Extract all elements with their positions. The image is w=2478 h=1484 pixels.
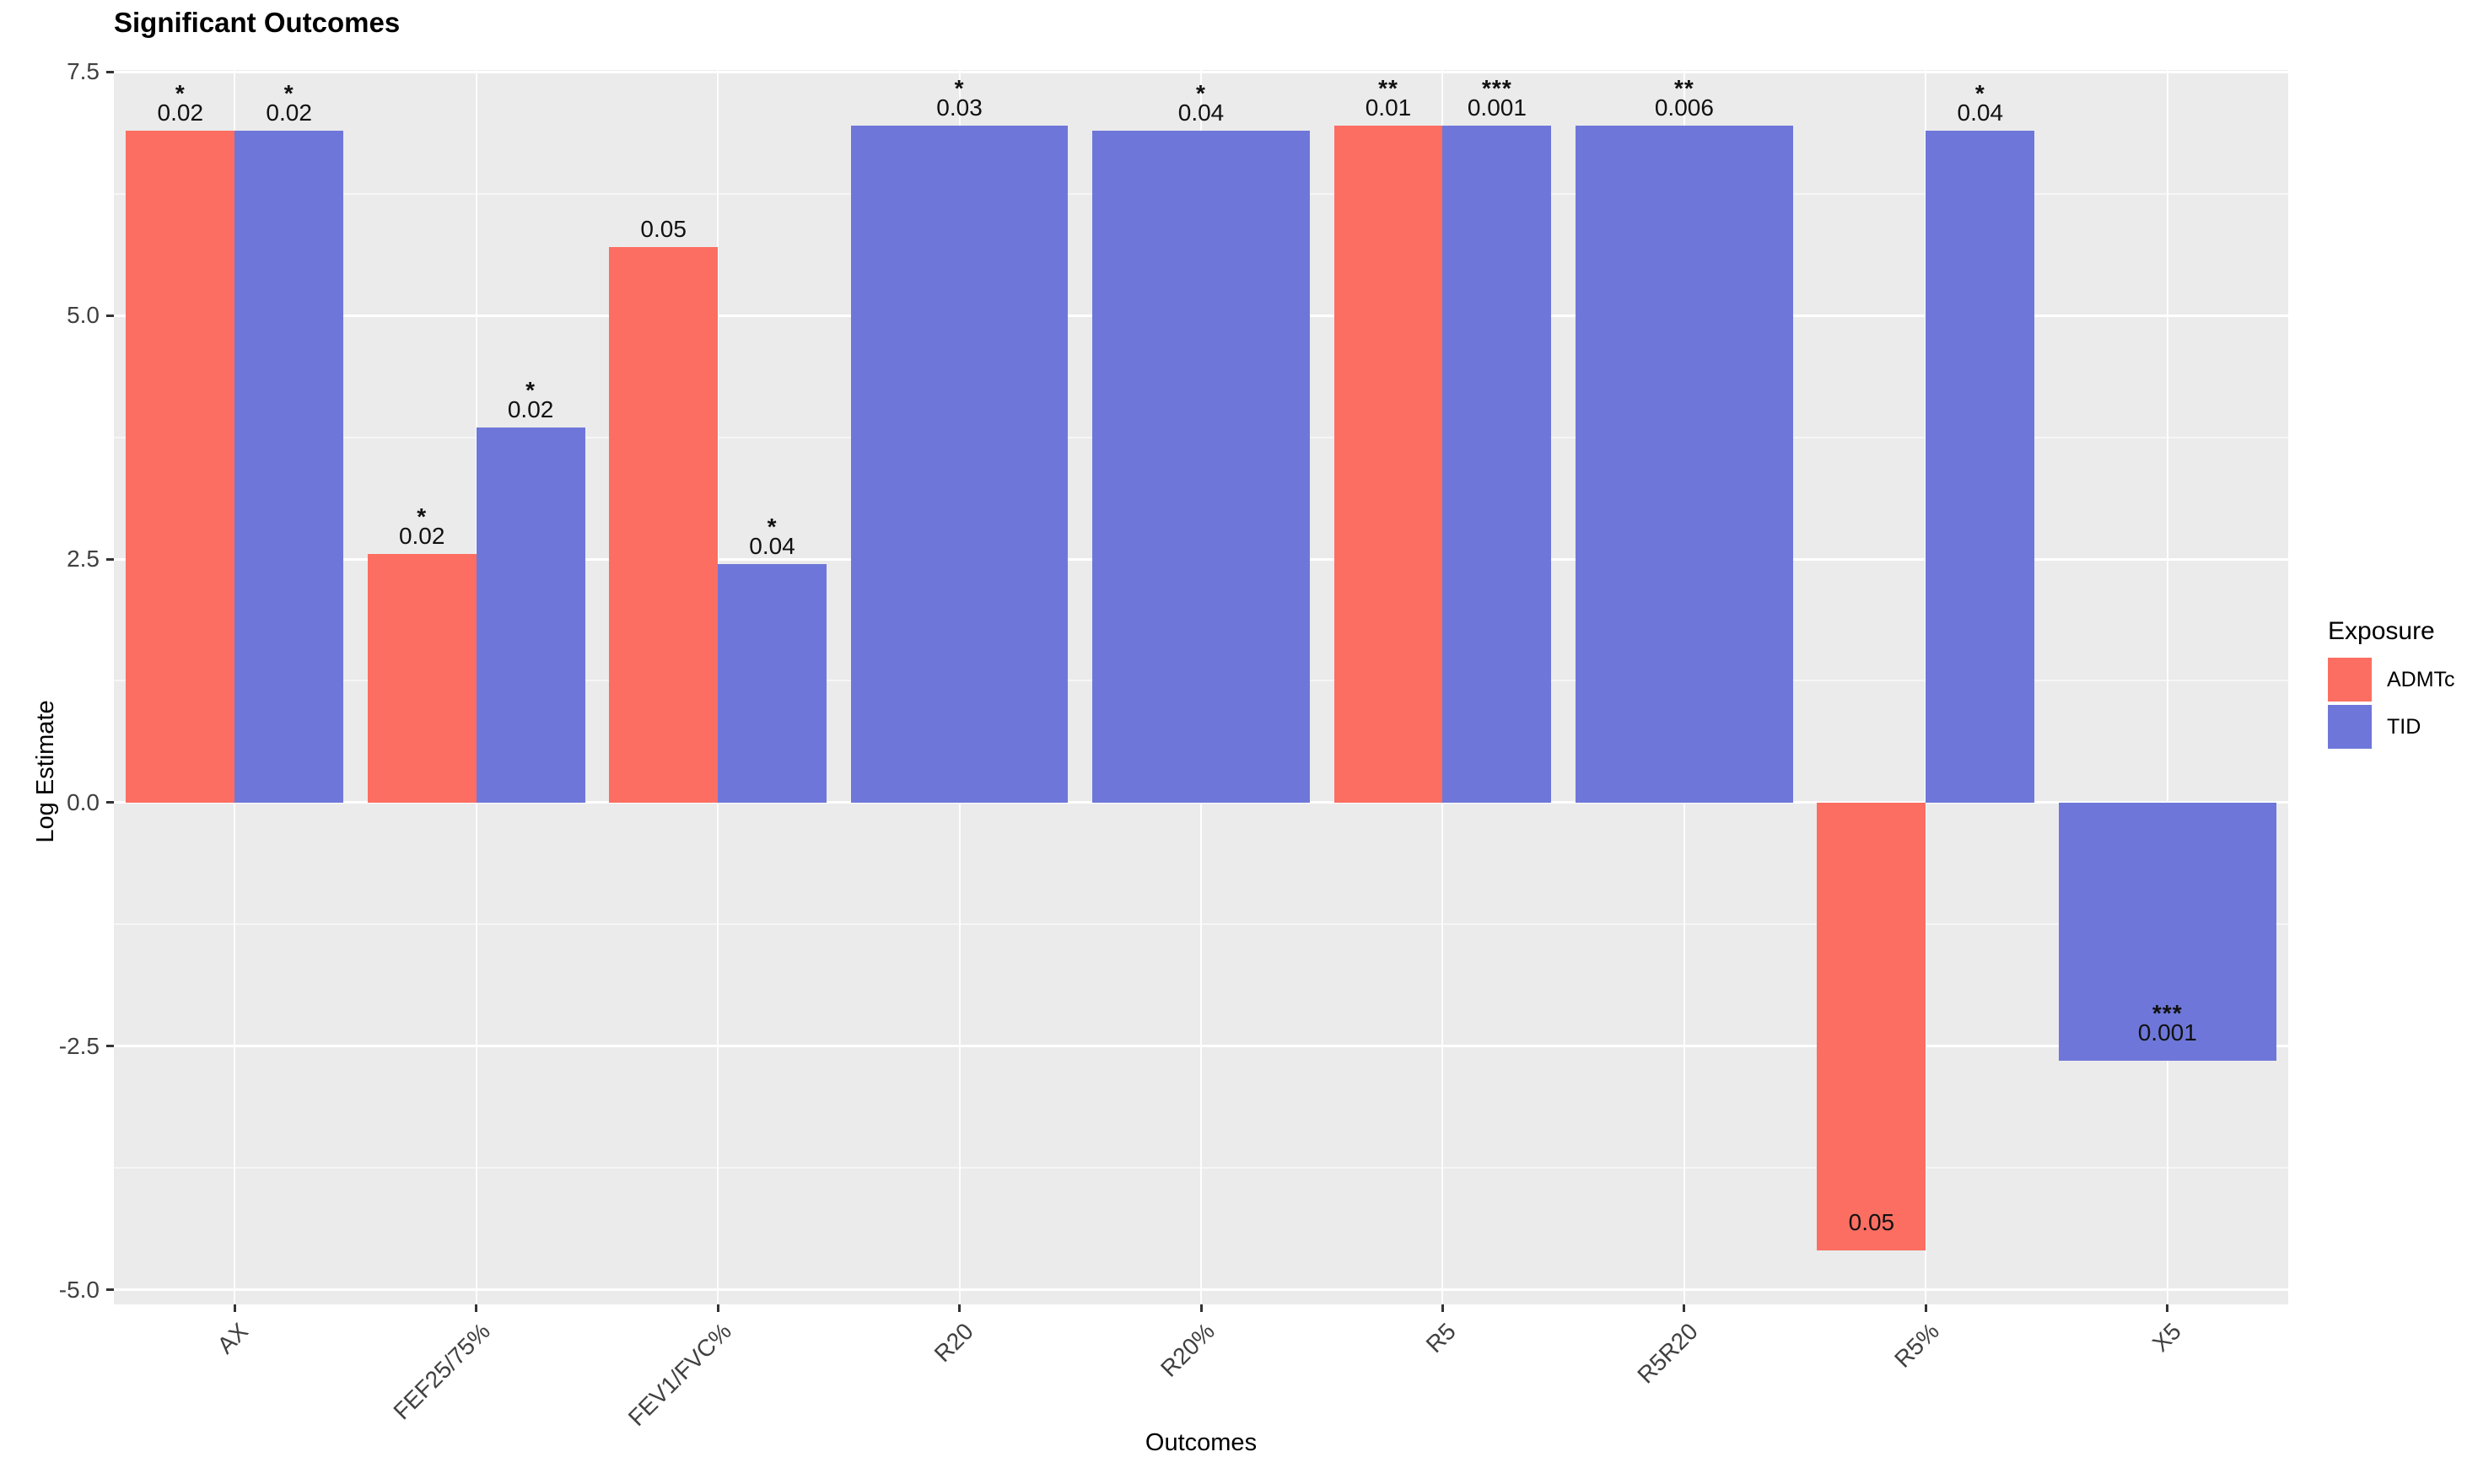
y-tick-label: -5.0 [58,1276,100,1303]
p-value-label: 0.05 [640,216,687,243]
x-tick-label: AX [212,1318,254,1359]
legend-label: TID [2387,714,2421,739]
x-tick-label: X5 [2147,1318,2186,1358]
p-value-label: 0.02 [266,99,312,126]
bar-label-TID-AX: * 0.02 [266,79,312,126]
bar-ADMTc-R5 [1333,125,1443,803]
x-tick-mark [716,1304,719,1312]
bar-TID-R5% [1926,130,2035,803]
y-tick-label: 7.5 [67,58,100,85]
x-tick-mark [1924,1304,1927,1312]
x-tick-label: FEV1/FVC% [622,1318,737,1432]
x-tick-label: R5R20 [1632,1318,1703,1389]
bar-TID-FEF25/75% [476,427,585,803]
bar-TID-R20% [1092,130,1310,803]
x-tick-mark [233,1304,236,1312]
p-value-label: 0.05 [1848,1209,1895,1236]
p-value-label: 0.04 [1957,99,2004,126]
x-tick-mark [2166,1304,2169,1312]
x-tick-label: FEF25/75% [388,1318,495,1425]
bar-label-TID-R5%: * 0.04 [1957,79,2004,126]
y-tick-label: 2.5 [67,546,100,573]
bar-TID-R5 [1442,125,1552,803]
bar-label-ADMTc-FEV1/FVC%: 0.05 [640,217,687,242]
bar-label-TID-FEV1/FVC%: * 0.04 [749,513,795,559]
significance-stars: ** [1673,74,1694,101]
y-tick-mark [106,314,114,317]
p-value-label: 0.001 [2137,1019,2197,1046]
p-value-label: 0.02 [398,523,445,550]
bar-ADMTc-AX [126,130,235,803]
significance-stars: * [417,503,428,530]
x-tick-mark [475,1304,478,1312]
significance-stars: *** [1482,74,1512,101]
significance-stars: * [1196,79,1206,106]
bar-label-ADMTc-FEF25/75%: * 0.02 [398,503,445,550]
significance-stars: * [767,513,778,540]
legend-swatch-TID [2328,705,2372,749]
plot-panel: * 0.02 * 0.02 * 0.02 * 0.02 0.05 * 0.04 * 0.03 * 0.04 *… [114,70,2288,1304]
p-value-label: 0.01 [1365,94,1412,121]
bar-TID-AX [234,130,344,803]
y-tick-mark [106,557,114,561]
significance-stars: ** [1378,74,1398,101]
significance-stars: * [1974,79,1985,106]
x-tick-mark [1199,1304,1203,1312]
bar-ADMTc-R5% [1817,802,1926,1251]
bar-TID-R5R20 [1575,125,1793,803]
bar-ADMTc-FEF25/75% [367,554,477,803]
legend-swatch-ADMTc [2328,658,2372,702]
p-value-label: 0.02 [507,396,554,423]
significance-stars: *** [2152,1000,2183,1027]
y-tick-mark [106,801,114,804]
bar-label-TID-R5: *** 0.001 [1467,74,1527,121]
p-value-label: 0.001 [1467,94,1527,121]
bar-ADMTc-FEV1/FVC% [609,247,719,803]
bar-label-ADMTc-AX: * 0.02 [157,79,204,126]
category-gridline [2166,70,2168,1304]
p-value-label: 0.04 [1177,99,1225,126]
x-axis-title: Outcomes [1145,1429,1258,1456]
legend-label: ADMTc [2387,667,2455,691]
x-tick-label: R5% [1889,1318,1945,1373]
bar-TID-X5 [2058,802,2276,1062]
significance-stars: * [175,79,186,106]
bar-label-ADMTc-R5: ** 0.01 [1365,74,1412,121]
significance-stars: * [283,79,294,106]
p-value-label: 0.04 [749,532,795,559]
y-axis-title: Log Estimate [32,700,59,843]
bar-label-TID-X5: *** 0.001 [2137,1000,2197,1046]
y-tick-label: 5.0 [67,302,100,329]
p-value-label: 0.006 [1654,94,1714,121]
x-tick-mark [958,1304,962,1312]
significance-stars: * [954,74,965,101]
bar-label-ADMTc-R5%: 0.05 [1849,1210,1895,1235]
x-tick-label: R5 [1421,1318,1462,1358]
legend-entries: ADMTc TID [2328,658,2455,749]
x-tick-mark [1683,1304,1686,1312]
chart-title: Significant Outcomes [114,7,401,38]
y-tick-mark [106,70,114,73]
p-value-label: 0.03 [936,94,983,121]
bar-TID-R20 [850,125,1069,803]
y-tick-mark [106,1288,114,1292]
x-tick-label: R20% [1156,1318,1220,1382]
bar-TID-FEV1/FVC% [718,563,827,803]
x-tick-mark [1441,1304,1444,1312]
x-tick-label: R20 [929,1318,978,1368]
bar-label-TID-R5R20: ** 0.006 [1654,74,1714,121]
significance-stars: * [525,377,536,404]
y-tick-label: -2.5 [58,1032,100,1059]
bar-label-TID-R20: * 0.03 [936,74,983,121]
legend-entry-ADMTc: ADMTc [2328,658,2455,702]
legend: Exposure ADMTc TID [2328,617,2455,752]
bar-label-TID-FEF25/75%: * 0.02 [507,377,554,423]
bar-label-TID-R20%: * 0.04 [1177,79,1225,126]
y-tick-mark [106,1045,114,1048]
p-value-label: 0.02 [157,99,204,126]
legend-title: Exposure [2328,617,2435,645]
legend-entry-TID: TID [2328,705,2455,749]
y-tick-label: 0.0 [67,788,100,815]
